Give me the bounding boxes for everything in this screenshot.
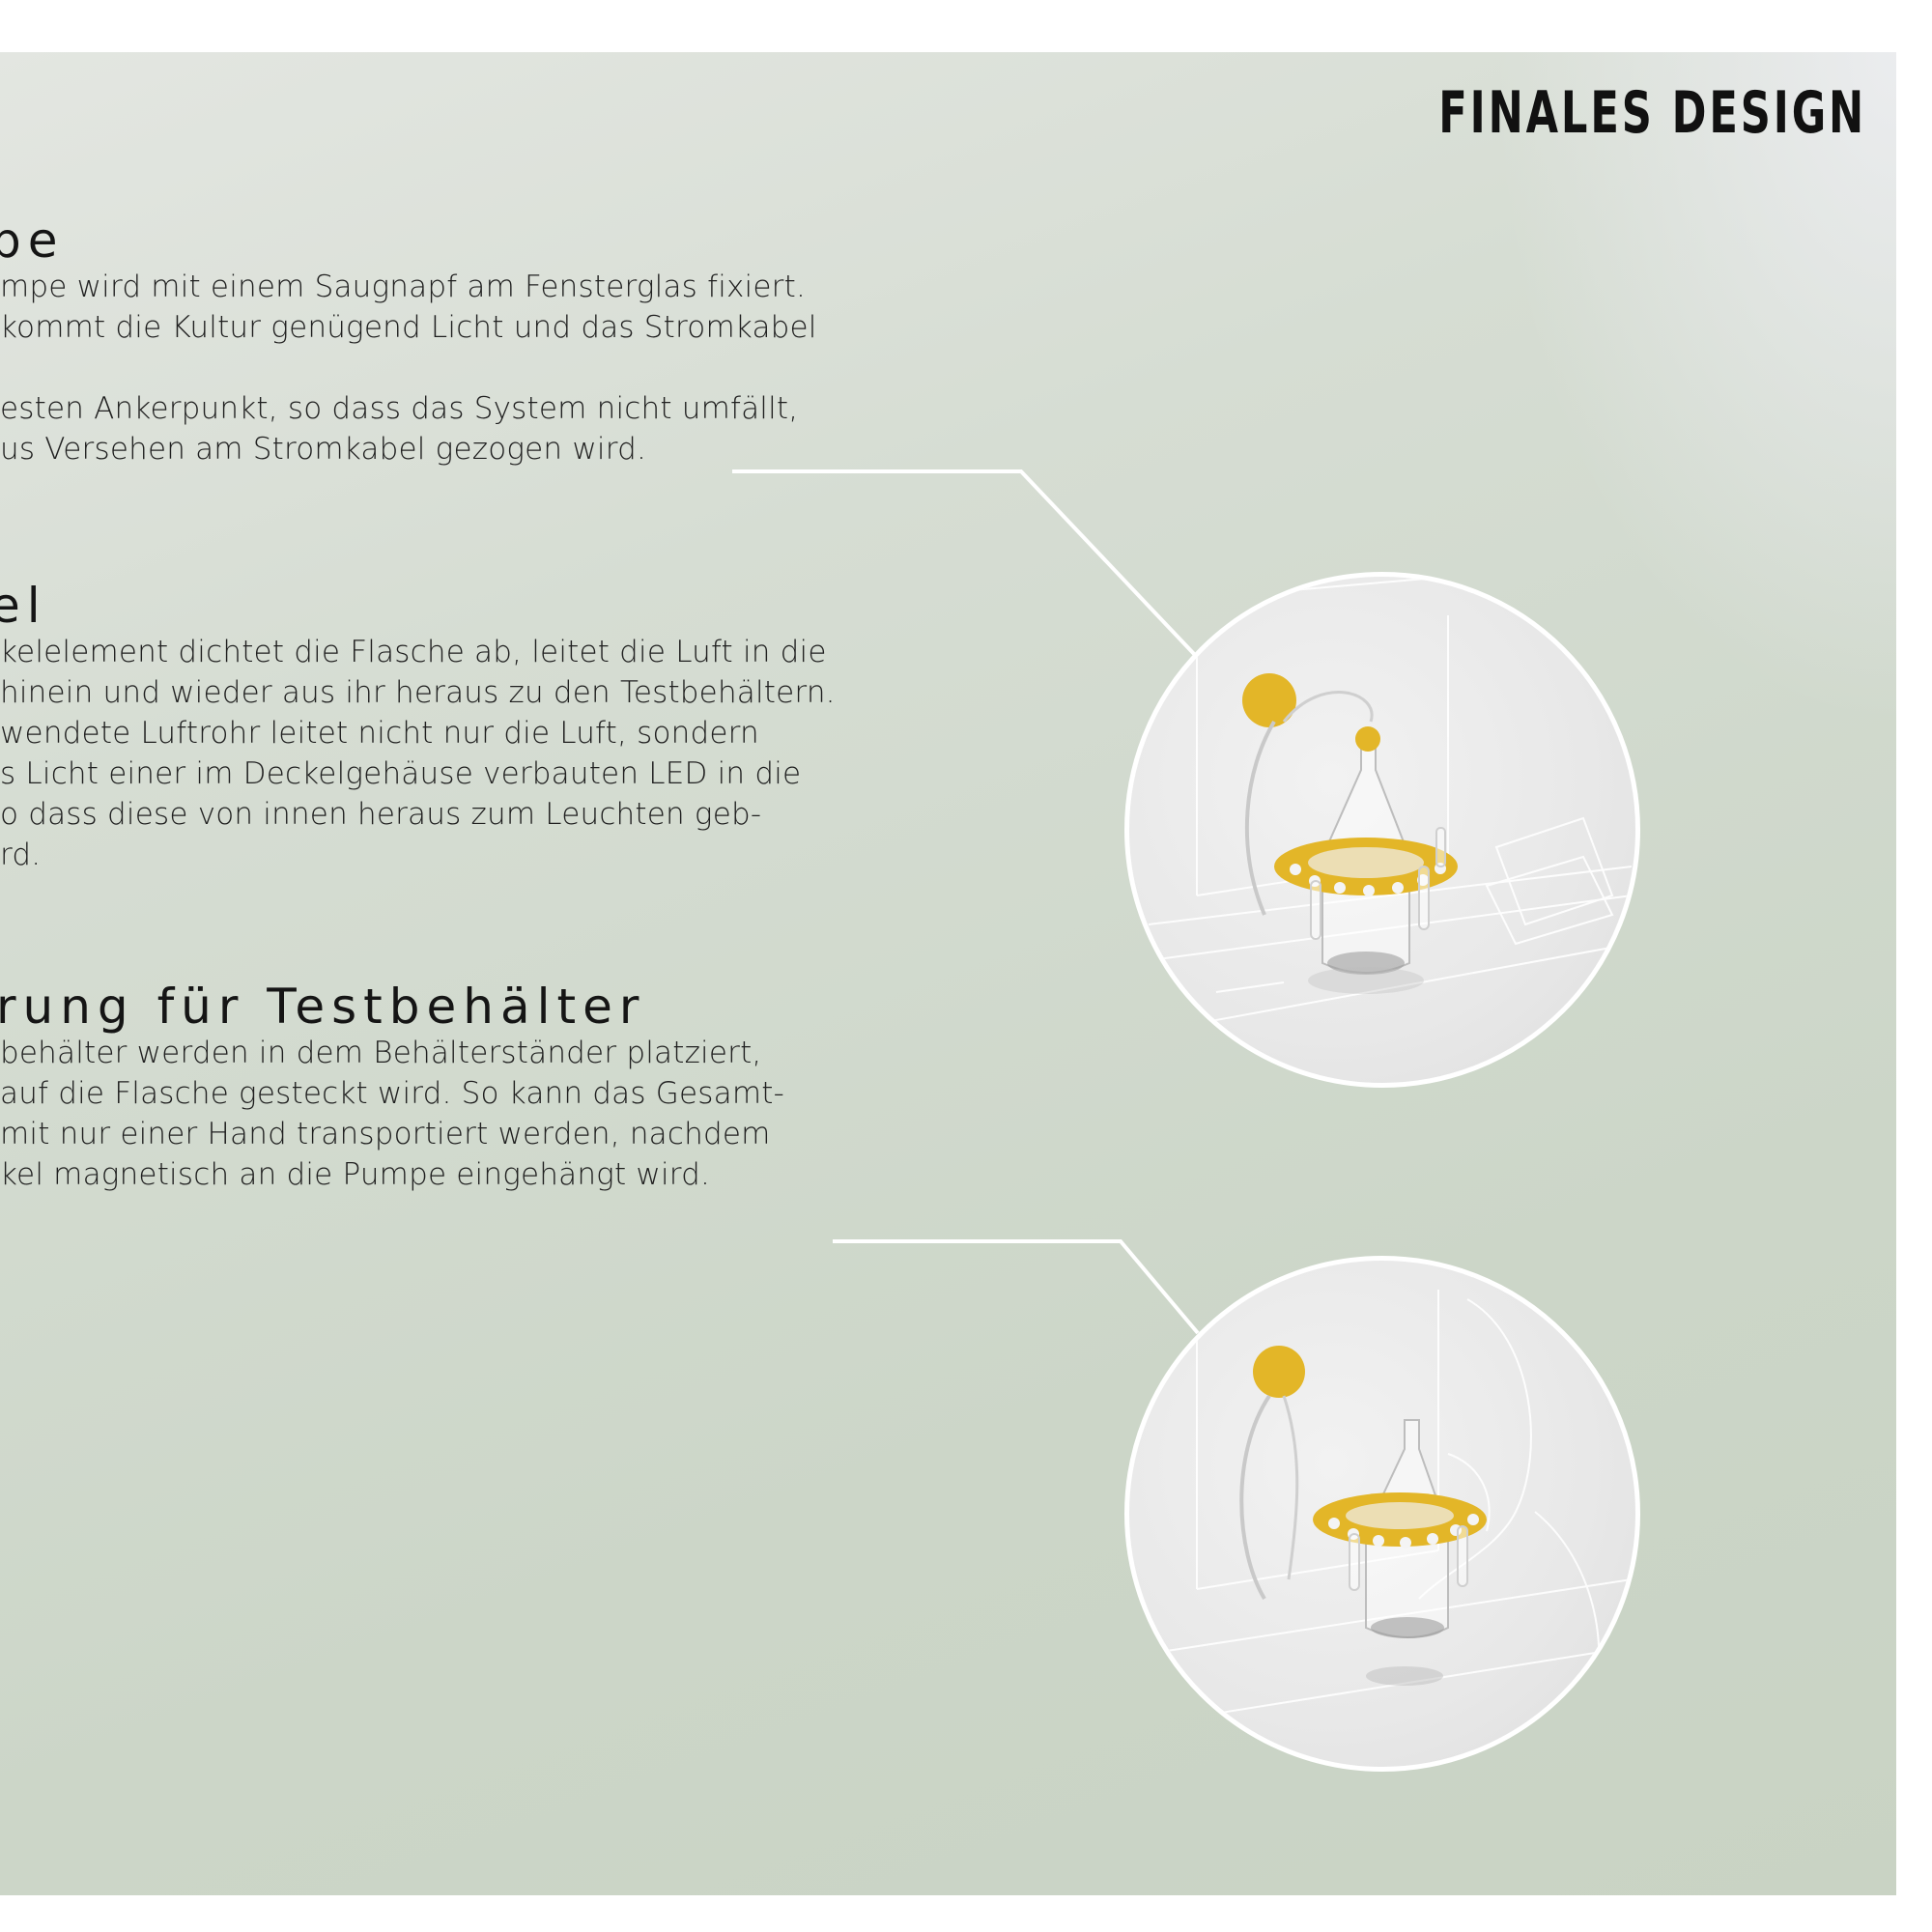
text-line: o dass diese von innen heraus zum Leucht… — [0, 797, 762, 832]
blank-line — [0, 348, 817, 388]
text-line: s Licht einer im Deckelgehäuse verbauten… — [0, 756, 802, 791]
carrying-assembly-render — [1124, 1256, 1640, 1772]
text-line: us Versehen am Stromkabel gezogen wird. — [0, 432, 647, 467]
text-line: kelelement dichtet die Flasche ab, leite… — [0, 635, 827, 669]
section-pump: pe mpe wird mit einem Saugnapf am Fenste… — [0, 214, 817, 469]
pump-disc — [1242, 673, 1296, 727]
section-heading: rung für Testbehälter — [0, 979, 646, 1035]
pump-disc — [1253, 1346, 1305, 1398]
text-line: wendete Luftrohr leitet nicht nur die Lu… — [0, 716, 759, 751]
lid-knob — [1355, 726, 1380, 752]
page-title: FINALES DESIGN — [1438, 79, 1866, 147]
text-line: kel magnetisch an die Pumpe eingehängt w… — [0, 1157, 711, 1192]
text-line: hinein und wieder aus ihr heraus zu den … — [0, 675, 836, 710]
text-line: rd. — [0, 838, 42, 872]
section-heading: pe — [0, 213, 65, 269]
pump-bottle-assembly-render — [1124, 572, 1640, 1088]
section-test-container-holder: rung für Testbehälter behälter werden in… — [0, 980, 784, 1195]
section-lid: el kelelement dichtet die Flasche ab, le… — [0, 580, 836, 875]
text-line: esten Ankerpunkt, so dass das System nic… — [0, 391, 799, 426]
text-line: behälter werden in dem Behälterständer p… — [0, 1036, 762, 1070]
text-line: mit nur einer Hand transportiert werden,… — [0, 1117, 771, 1151]
text-line: kommt die Kultur genügend Licht und das … — [0, 310, 817, 345]
section-heading: el — [0, 578, 47, 634]
text-line: auf die Flasche gesteckt wird. So kann d… — [0, 1076, 784, 1111]
text-line: mpe wird mit einem Saugnapf am Fenstergl… — [0, 270, 807, 304]
